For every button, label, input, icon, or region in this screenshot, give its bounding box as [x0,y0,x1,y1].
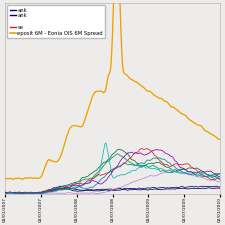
Legend: ank, ank, , se, eposit 6M - Eonia OIS 6M Spread: ank, ank, , se, eposit 6M - Eonia OIS 6M… [7,5,105,38]
